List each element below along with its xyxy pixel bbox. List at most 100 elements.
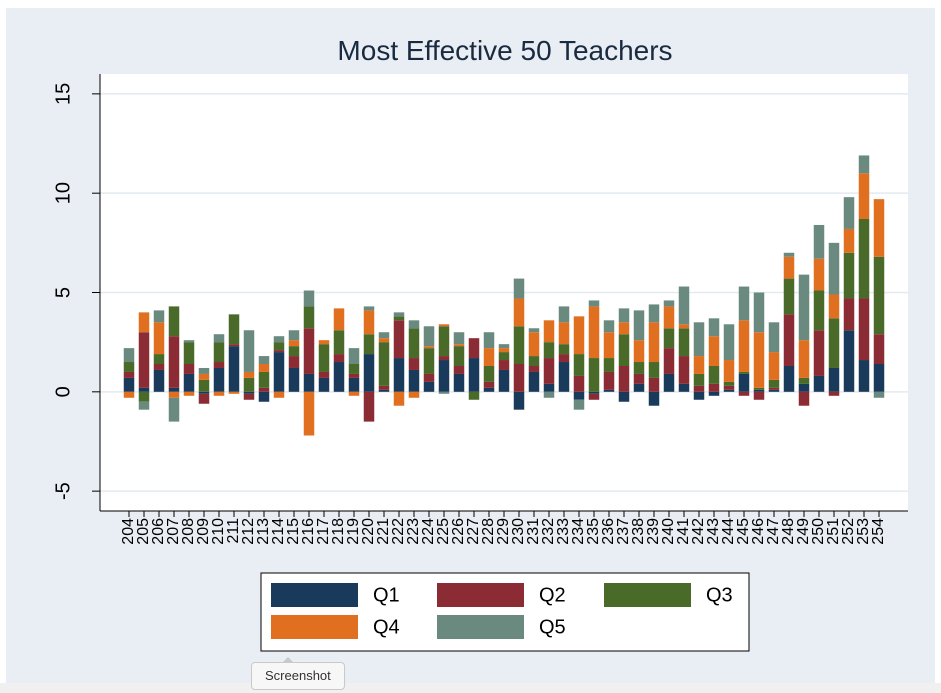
bar-segment-q1-210	[213, 367, 225, 392]
bar-segment-q4-205	[138, 312, 150, 333]
bar-segment-q2-243	[708, 383, 720, 392]
bar-segment-q2-242	[693, 385, 705, 392]
bar-segment-q2-241	[678, 356, 690, 384]
bar-segment-q2-247	[768, 387, 780, 390]
bar-segment-q2-229	[498, 360, 510, 370]
bar-segment-q4-237	[618, 322, 630, 335]
x-tick-label: 224	[420, 518, 437, 545]
bar-segment-q3-214	[273, 342, 285, 351]
bar-segment-q3-222	[393, 316, 405, 321]
bar-segment-q5-212	[243, 330, 255, 372]
bar-segment-q3-244	[723, 381, 735, 386]
bar-segment-q3-239	[648, 362, 660, 378]
bar-segment-q5-224	[423, 326, 435, 347]
bar-segment-q1-226	[453, 373, 465, 392]
bar-segment-q2-249	[798, 391, 810, 406]
bar-segment-q1-212	[243, 391, 255, 394]
chart-title: Most Effective 50 Teachers	[337, 35, 672, 66]
x-tick-label: 223	[405, 518, 422, 545]
bar-segment-q2-227	[468, 338, 480, 359]
x-tick-label: 230	[510, 518, 527, 545]
legend-swatch-q3	[604, 583, 691, 607]
screenshot-tooltip: Screenshot	[251, 657, 345, 690]
bar-segment-q5-210	[213, 334, 225, 343]
x-tick-label: 225	[435, 518, 452, 545]
bar-segment-q1-236	[603, 389, 615, 392]
legend-swatch-q1	[271, 583, 358, 607]
bar-segment-q5-254	[873, 391, 885, 398]
legend-label-q2: Q2	[539, 584, 566, 606]
bar-segment-q2-225	[438, 356, 450, 361]
bar-segment-q4-206	[153, 322, 165, 355]
bar-segment-q3-213	[258, 371, 270, 388]
bar-segment-q5-249	[798, 274, 810, 341]
x-tick-label: 233	[555, 518, 572, 545]
bar-segment-q2-215	[288, 356, 300, 368]
x-tick-label: 232	[540, 518, 557, 545]
bar-segment-q5-244	[723, 324, 735, 361]
bar-segment-q2-218	[333, 354, 345, 363]
bar-segment-q1-218	[333, 362, 345, 392]
x-tick-label: 244	[720, 518, 737, 545]
bar-segment-q5-232	[543, 391, 555, 398]
bar-segment-q4-211	[228, 391, 240, 394]
bar-segment-q1-244	[723, 389, 735, 392]
bar-segment-q5-205	[138, 401, 150, 410]
bar-segment-q2-205	[138, 332, 150, 388]
bar-segment-q5-237	[618, 308, 630, 323]
bar-segment-q3-250	[813, 290, 825, 331]
x-tick-label: 228	[480, 518, 497, 545]
x-tick-label: 252	[840, 518, 857, 545]
bar-segment-q3-224	[423, 348, 435, 374]
bar-segment-q5-234	[573, 399, 585, 410]
legend-swatch-q2	[437, 583, 524, 607]
bar-segment-q5-228	[483, 332, 495, 349]
bar-segment-q2-208	[183, 364, 195, 374]
bar-segment-q1-224	[423, 381, 435, 392]
bar-segment-q5-207	[168, 397, 180, 422]
x-tick-label: 206	[150, 518, 167, 545]
bar-segment-q3-251	[828, 318, 840, 368]
bar-segment-q4-231	[528, 332, 540, 357]
bar-segment-q1-208	[183, 373, 195, 392]
bar-segment-q4-246	[753, 332, 765, 388]
bar-segment-q3-209	[198, 379, 210, 392]
bar-segment-q3-227	[468, 391, 480, 400]
bar-segment-q4-248	[783, 256, 795, 279]
bar-segment-q1-222	[393, 358, 405, 392]
bar-segment-q3-208	[183, 342, 195, 365]
bar-segment-q3-241	[678, 328, 690, 357]
x-tick-label: 234	[570, 518, 587, 545]
bar-segment-q3-219	[348, 364, 360, 374]
bar-segment-q5-233	[558, 306, 570, 323]
bar-segment-q2-209	[198, 393, 210, 404]
bar-segment-q1-252	[843, 330, 855, 392]
x-tick-label: 209	[195, 518, 212, 545]
bar-segment-q4-221	[378, 338, 390, 343]
bar-segment-q4-250	[813, 258, 825, 291]
bar-segment-q2-253	[858, 298, 870, 361]
bar-segment-q4-217	[318, 340, 330, 345]
bar-segment-q2-236	[603, 371, 615, 390]
bar-segment-q3-206	[153, 354, 165, 365]
bar-segment-q1-250	[813, 375, 825, 392]
legend-label-q1: Q1	[373, 584, 400, 606]
x-tick-label: 221	[375, 518, 392, 545]
bar-segment-q2-204	[123, 371, 135, 378]
bar-segment-q4-224	[423, 346, 435, 349]
bar-segment-q3-211	[228, 314, 240, 345]
x-tick-label: 214	[270, 518, 287, 545]
bar-segment-q5-240	[663, 300, 675, 307]
bar-segment-q3-253	[858, 219, 870, 299]
bar-segment-q5-231	[528, 328, 540, 333]
bar-segment-q2-210	[213, 362, 225, 368]
bar-segment-q1-238	[633, 383, 645, 392]
bar-segment-q5-209	[198, 367, 210, 374]
x-tick-label: 249	[795, 518, 812, 545]
bar-segment-q3-252	[843, 252, 855, 299]
x-tick-label: 242	[690, 518, 707, 545]
bar-segment-q1-219	[348, 377, 360, 392]
bar-segment-q3-207	[168, 306, 180, 337]
bar-segment-q5-230	[513, 278, 525, 299]
bar-segment-q2-213	[258, 387, 270, 392]
